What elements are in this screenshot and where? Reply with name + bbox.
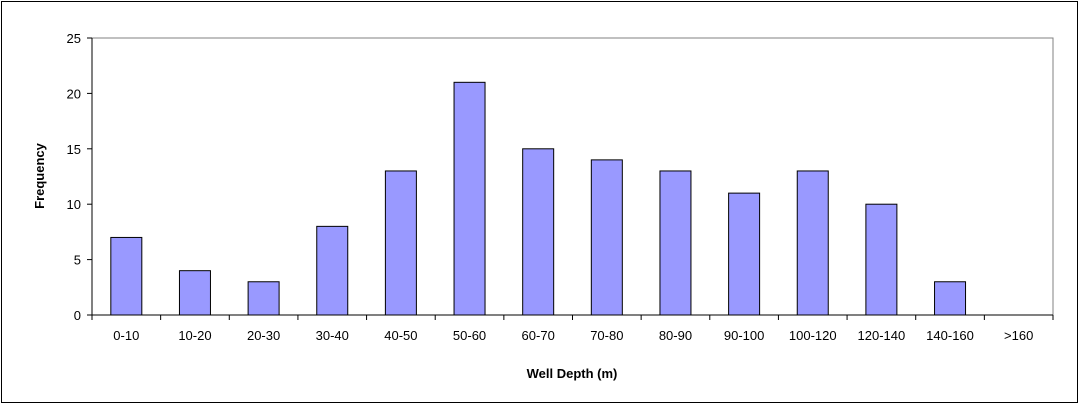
bar-140-160 bbox=[934, 281, 967, 316]
x-axis: 0-10 10-20 20-30 30-40 40-50 50-60 60-70 70-80 8… bbox=[91, 314, 1054, 343]
bar-20-30 bbox=[247, 281, 280, 316]
bar-10-20 bbox=[178, 270, 211, 316]
x-tick-label: 70-80 bbox=[590, 328, 623, 343]
x-tick-label: 40-50 bbox=[384, 328, 417, 343]
bar-80-90 bbox=[659, 170, 692, 316]
plot-area-border bbox=[91, 37, 1054, 316]
bar-40-50 bbox=[384, 170, 417, 316]
bar-120-140 bbox=[865, 203, 898, 316]
y-tick-label: 15 bbox=[67, 142, 81, 157]
bar-100-120 bbox=[796, 170, 829, 316]
x-tick-label: 10-20 bbox=[178, 328, 211, 343]
x-tick-label: 50-60 bbox=[453, 328, 486, 343]
bar-0-10 bbox=[110, 236, 143, 316]
x-tick-label: 0-10 bbox=[113, 328, 139, 343]
x-tick-label: 80-90 bbox=[659, 328, 692, 343]
x-tick-label: 20-30 bbox=[247, 328, 280, 343]
y-tick-label: 25 bbox=[67, 31, 81, 46]
bar-70-80 bbox=[590, 159, 623, 316]
x-tick-label: 120-140 bbox=[858, 328, 906, 343]
y-tick-label: 5 bbox=[74, 253, 81, 268]
y-axis-title: Frequency bbox=[32, 142, 47, 209]
bars-group bbox=[110, 81, 967, 316]
x-tick-label: 30-40 bbox=[316, 328, 349, 343]
x-tick-label: 140-160 bbox=[926, 328, 974, 343]
x-tick-label: 90-100 bbox=[724, 328, 764, 343]
bar-50-60 bbox=[453, 81, 486, 316]
y-axis: 0 5 10 15 20 25 bbox=[67, 31, 93, 323]
x-tick-label: 60-70 bbox=[522, 328, 555, 343]
y-tick-label: 20 bbox=[67, 86, 81, 101]
y-tick-label: 10 bbox=[67, 197, 81, 212]
bar-30-40 bbox=[316, 225, 349, 316]
y-tick-label: 0 bbox=[74, 308, 81, 323]
x-tick-label: >160 bbox=[1004, 328, 1033, 343]
bar-90-100 bbox=[728, 192, 761, 316]
x-tick-label: 100-120 bbox=[789, 328, 837, 343]
x-axis-title: Well Depth (m) bbox=[527, 366, 618, 381]
bar-60-70 bbox=[522, 148, 555, 316]
